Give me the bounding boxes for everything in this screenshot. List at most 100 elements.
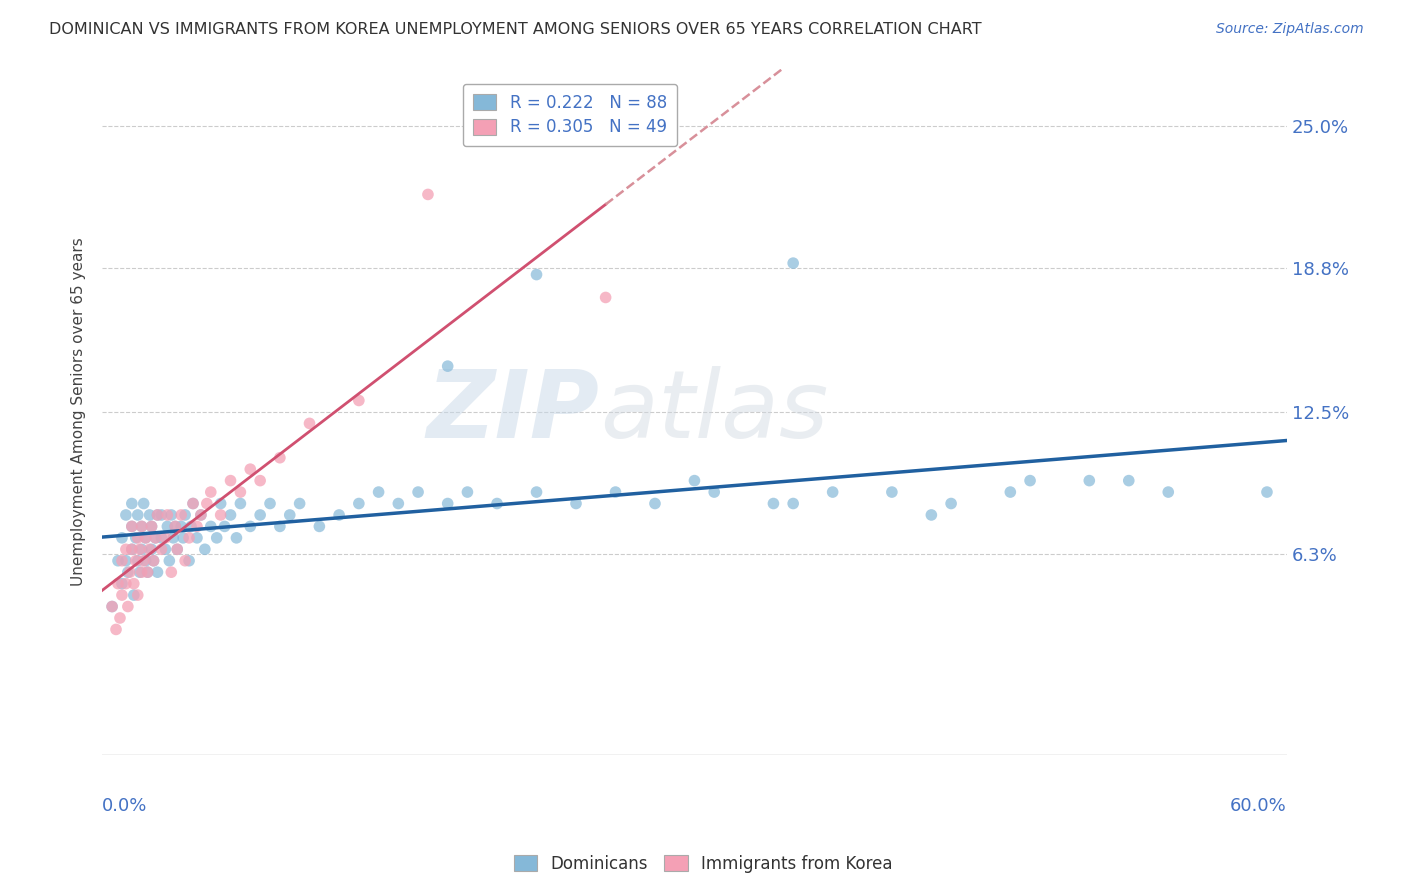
Point	[121, 542, 143, 557]
Point	[214, 519, 236, 533]
Point	[278, 508, 301, 522]
Point	[150, 508, 173, 522]
Point	[165, 519, 187, 533]
Point	[115, 576, 138, 591]
Point	[146, 508, 169, 522]
Point	[229, 485, 252, 500]
Point	[703, 485, 725, 500]
Point	[131, 565, 153, 579]
Point	[160, 565, 183, 579]
Point	[142, 554, 165, 568]
Text: atlas: atlas	[600, 367, 828, 458]
Point	[565, 496, 588, 510]
Point	[111, 531, 134, 545]
Point	[107, 576, 129, 591]
Point	[118, 565, 141, 579]
Point	[135, 554, 157, 568]
Point	[209, 508, 232, 522]
Point	[111, 576, 134, 591]
Text: 60.0%: 60.0%	[1230, 797, 1286, 814]
Point	[186, 531, 208, 545]
Point	[125, 531, 148, 545]
Point	[150, 542, 173, 557]
Point	[387, 496, 409, 510]
Point	[170, 508, 193, 522]
Point	[146, 508, 169, 522]
Point	[101, 599, 124, 614]
Legend: R = 0.222   N = 88, R = 0.305   N = 49: R = 0.222 N = 88, R = 0.305 N = 49	[463, 84, 678, 146]
Point	[644, 496, 666, 510]
Point	[436, 496, 458, 510]
Point	[122, 588, 145, 602]
Point	[939, 496, 962, 510]
Point	[200, 519, 222, 533]
Point	[249, 474, 271, 488]
Point	[155, 531, 177, 545]
Point	[406, 485, 429, 500]
Point	[1256, 485, 1278, 500]
Point	[108, 611, 131, 625]
Point	[269, 450, 291, 465]
Text: 0.0%: 0.0%	[103, 797, 148, 814]
Point	[526, 268, 548, 282]
Point	[131, 542, 153, 557]
Point	[174, 508, 197, 522]
Point	[328, 508, 350, 522]
Point	[141, 519, 163, 533]
Point	[150, 531, 173, 545]
Point	[821, 485, 844, 500]
Point	[1078, 474, 1101, 488]
Point	[190, 508, 212, 522]
Point	[122, 576, 145, 591]
Point	[111, 554, 134, 568]
Point	[1019, 474, 1042, 488]
Point	[101, 599, 124, 614]
Point	[128, 542, 150, 557]
Point	[190, 508, 212, 522]
Point	[117, 599, 139, 614]
Point	[156, 508, 179, 522]
Point	[121, 519, 143, 533]
Point	[132, 496, 155, 510]
Point	[782, 496, 804, 510]
Point	[209, 496, 232, 510]
Point	[155, 542, 177, 557]
Point	[132, 554, 155, 568]
Point	[269, 519, 291, 533]
Point	[177, 531, 200, 545]
Point	[127, 531, 149, 545]
Point	[146, 565, 169, 579]
Point	[157, 554, 180, 568]
Point	[200, 485, 222, 500]
Point	[249, 508, 271, 522]
Point	[174, 554, 197, 568]
Text: Source: ZipAtlas.com: Source: ZipAtlas.com	[1216, 22, 1364, 37]
Point	[145, 531, 167, 545]
Point	[181, 496, 204, 510]
Point	[166, 542, 188, 557]
Point	[166, 542, 188, 557]
Point	[456, 485, 478, 500]
Point	[131, 519, 153, 533]
Point	[195, 496, 218, 510]
Point	[205, 531, 228, 545]
Point	[135, 531, 157, 545]
Point	[131, 519, 153, 533]
Point	[170, 519, 193, 533]
Point	[219, 474, 242, 488]
Point	[138, 542, 160, 557]
Point	[239, 519, 262, 533]
Text: ZIP: ZIP	[427, 366, 600, 458]
Point	[107, 554, 129, 568]
Point	[259, 496, 281, 510]
Point	[1118, 474, 1140, 488]
Point	[115, 542, 138, 557]
Point	[436, 359, 458, 373]
Point	[121, 519, 143, 533]
Point	[367, 485, 389, 500]
Point	[186, 519, 208, 533]
Point	[762, 496, 785, 510]
Point	[288, 496, 311, 510]
Point	[128, 565, 150, 579]
Point	[181, 496, 204, 510]
